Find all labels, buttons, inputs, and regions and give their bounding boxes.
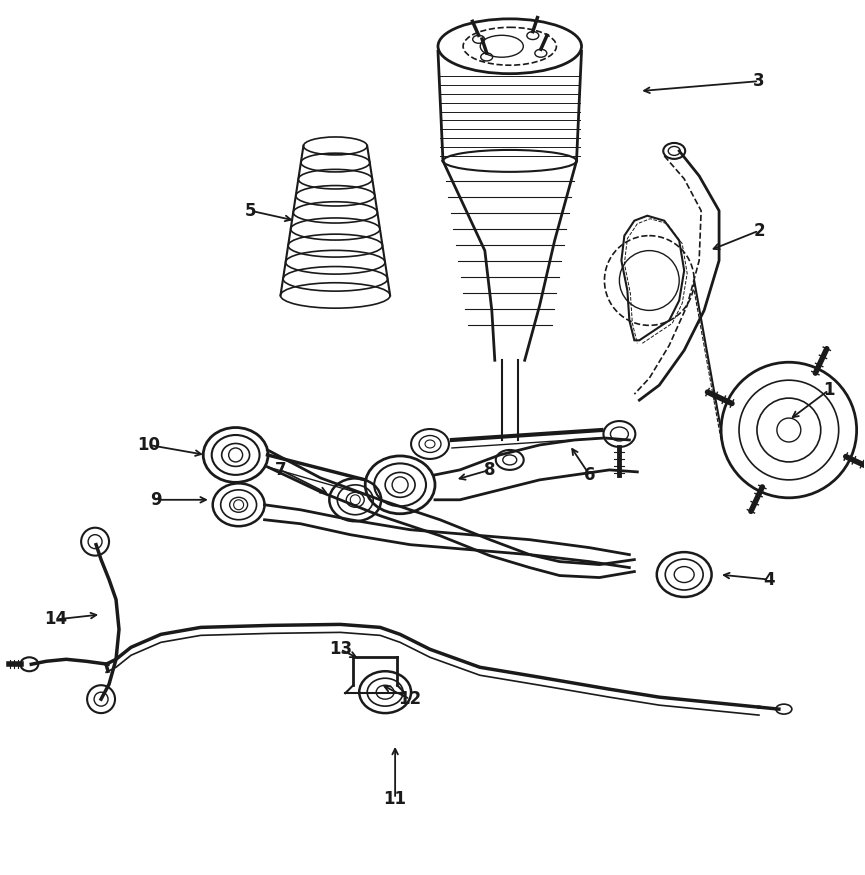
Text: 8: 8: [484, 461, 496, 479]
Text: 10: 10: [138, 436, 160, 454]
Text: 2: 2: [753, 221, 765, 240]
Text: 12: 12: [399, 690, 421, 708]
Text: 11: 11: [383, 790, 407, 808]
Text: 6: 6: [584, 466, 595, 484]
Text: 1: 1: [823, 382, 835, 399]
Text: 3: 3: [753, 72, 765, 90]
Text: 5: 5: [245, 202, 256, 220]
Text: 7: 7: [275, 461, 286, 479]
Text: 13: 13: [329, 640, 352, 658]
Text: 4: 4: [763, 570, 775, 589]
Text: 9: 9: [151, 491, 162, 508]
Text: 14: 14: [45, 611, 67, 628]
